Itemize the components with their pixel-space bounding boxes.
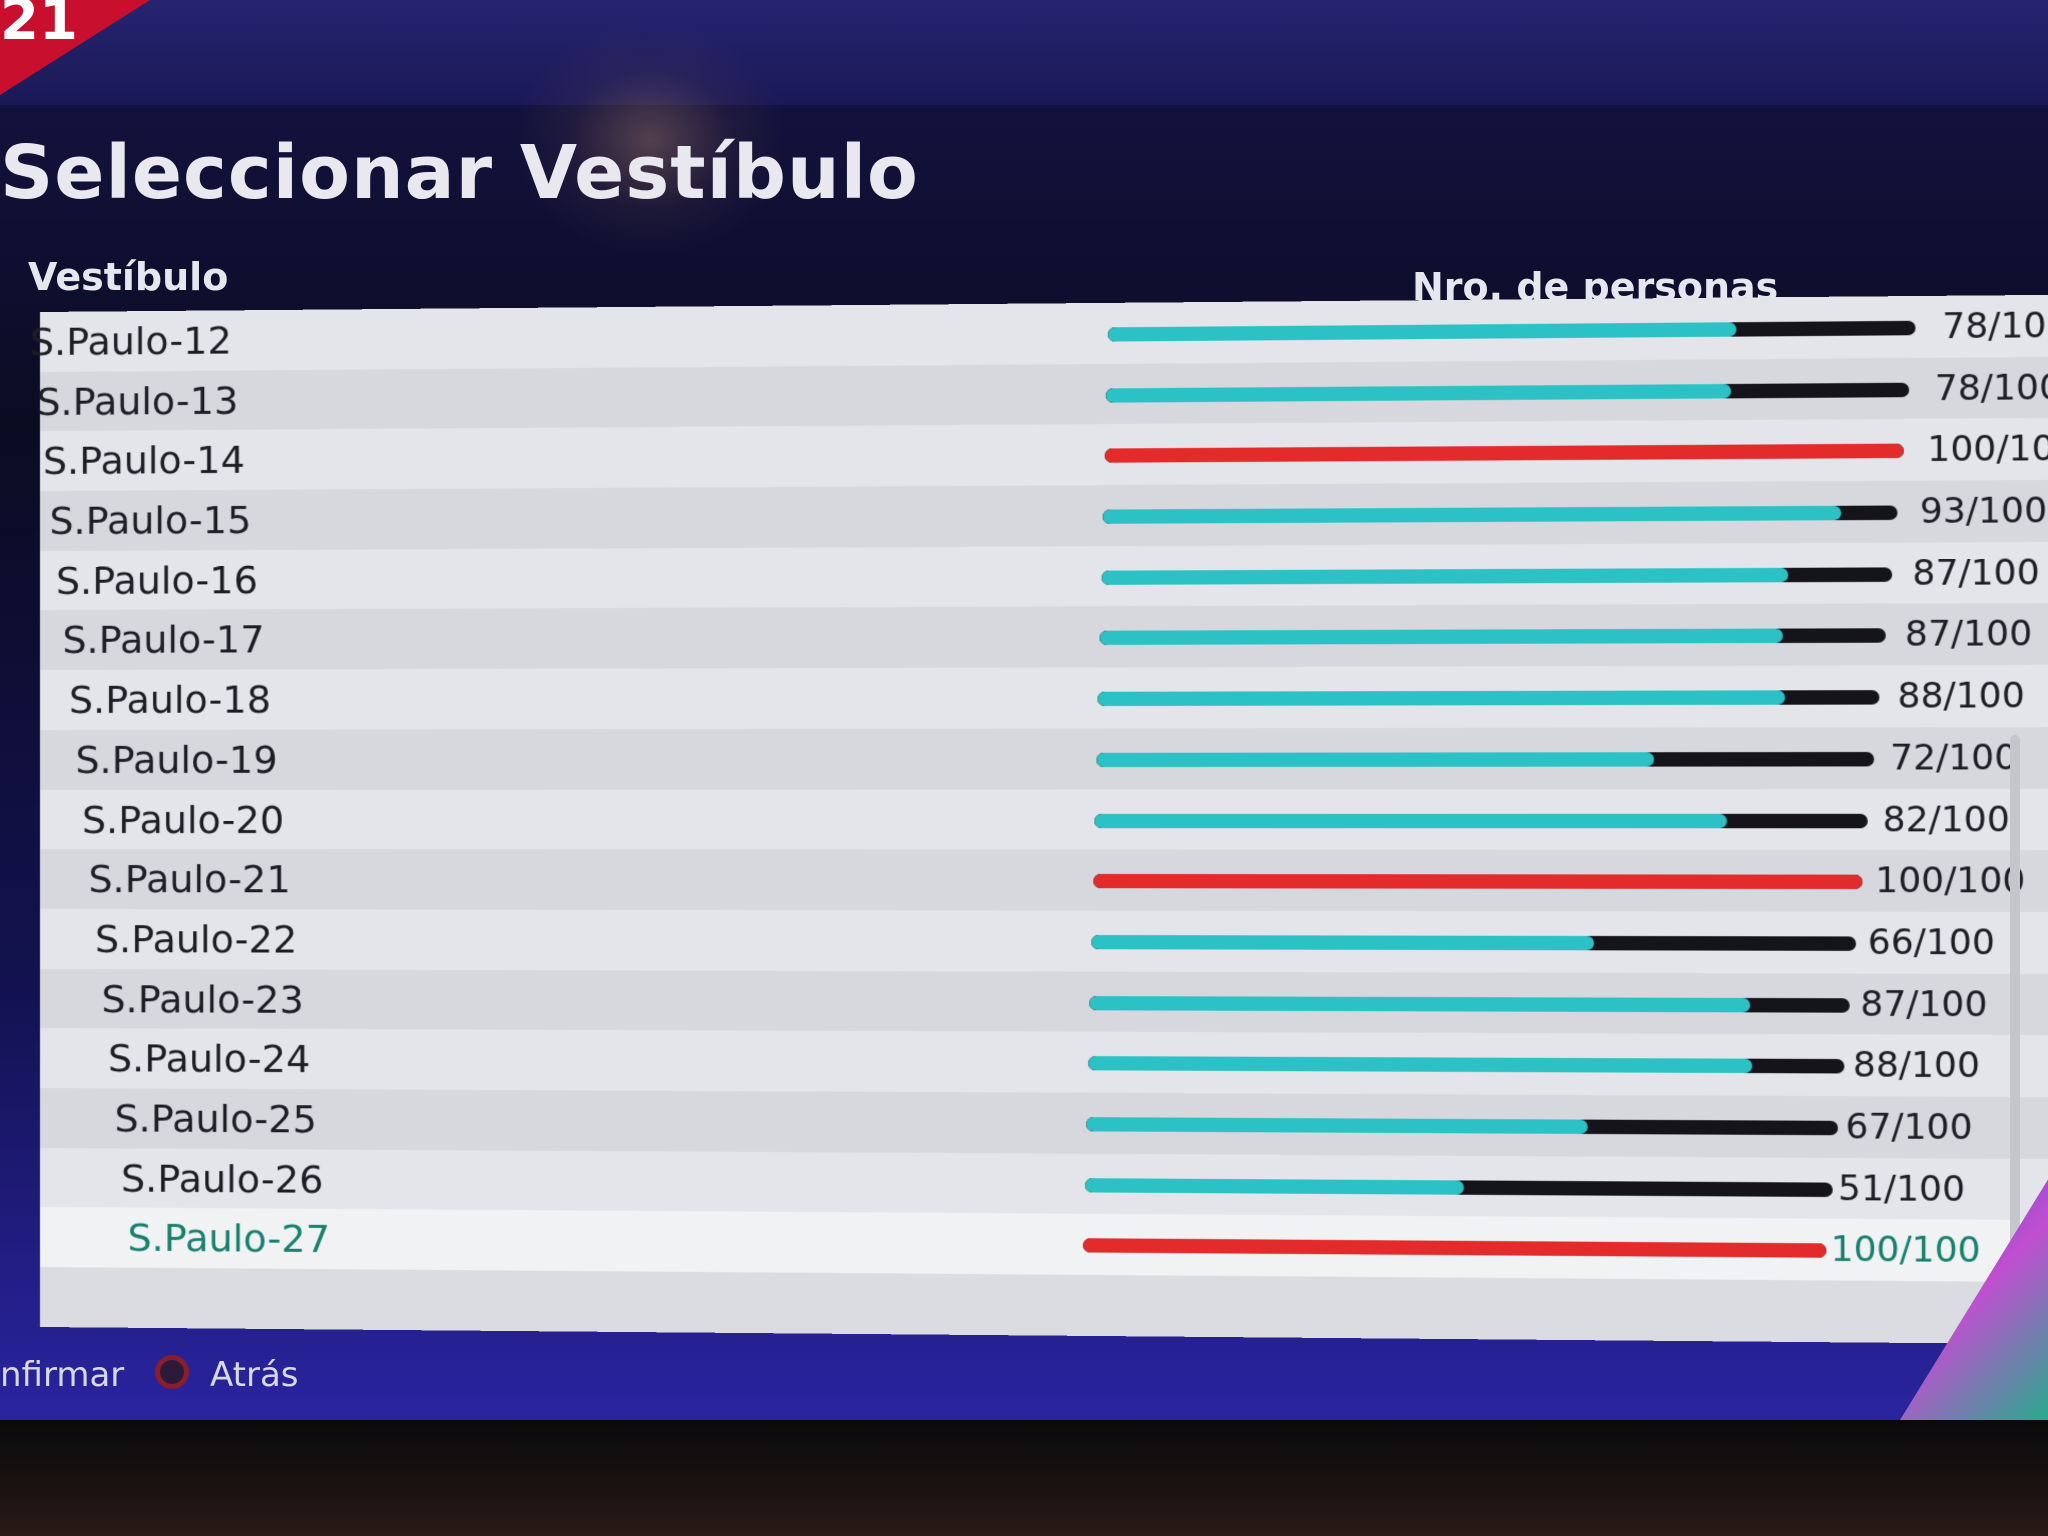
occupancy-count: 51/100 [1838, 1168, 1965, 1210]
tv-screen: 21 Seleccionar Vestíbulo Vestíbulo Nro. … [0, 0, 2048, 1420]
occupancy-bar [1106, 382, 1909, 402]
occupancy-bar-fill [1090, 996, 1751, 1012]
occupancy-count: 78/100 [1935, 367, 2048, 409]
lobby-name: S.Paulo-12 [30, 318, 232, 364]
lobby-name: S.Paulo-13 [37, 378, 239, 423]
occupancy-bar-fill [1100, 629, 1783, 645]
lobby-row[interactable]: S.Paulo-22 66/100 [40, 909, 2048, 974]
occupancy-bar [1088, 1056, 1844, 1073]
occupancy-count: 100/100 [1831, 1229, 1981, 1271]
back-hint[interactable]: Atrás [210, 1355, 299, 1395]
occupancy-bar-fill [1088, 1056, 1752, 1073]
lobby-row[interactable]: S.Paulo-24 88/100 [40, 1028, 2048, 1097]
occupancy-bar-fill [1093, 874, 1862, 889]
occupancy-bar [1085, 1178, 1833, 1197]
occupancy-bar [1090, 996, 1851, 1013]
occupancy-bar [1108, 321, 1916, 342]
lobby-name: S.Paulo-25 [115, 1096, 317, 1141]
occupancy-bar-fill [1108, 322, 1736, 341]
lobby-name: S.Paulo-14 [43, 438, 245, 483]
lobby-name: S.Paulo-22 [95, 917, 297, 962]
occupancy-count: 88/100 [1853, 1045, 1980, 1087]
occupancy-bar-fill [1085, 1178, 1464, 1195]
lobby-name: S.Paulo-24 [108, 1036, 310, 1081]
occupancy-count: 87/100 [1912, 552, 2039, 594]
occupancy-count: 100/100 [1875, 860, 2025, 901]
tv-bezel [0, 1420, 2048, 1536]
occupancy-bar [1093, 874, 1862, 889]
occupancy-count: 78/100 [1942, 305, 2048, 347]
occupancy-count: 87/100 [1905, 614, 2032, 656]
occupancy-bar [1096, 752, 1874, 767]
lobby-row[interactable]: S.Paulo-23 87/100 [40, 969, 2048, 1036]
occupancy-bar-fill [1106, 384, 1731, 403]
lobby-row[interactable]: S.Paulo-27 100/100 [40, 1207, 2048, 1282]
lobby-name: S.Paulo-18 [69, 678, 271, 723]
occupancy-count: 82/100 [1883, 799, 2010, 840]
occupancy-bar-fill [1098, 690, 1785, 706]
column-header-lobby: Vestíbulo [28, 255, 228, 299]
lobby-row[interactable]: S.Paulo-17 87/100 [40, 603, 2048, 670]
occupancy-bar-fill [1096, 752, 1654, 767]
lobby-row[interactable]: S.Paulo-20 82/100 [40, 788, 2048, 850]
lobby-name: S.Paulo-27 [128, 1216, 330, 1262]
lobby-name: S.Paulo-19 [75, 737, 277, 781]
lobby-row[interactable]: S.Paulo-14 100/100 [40, 418, 2048, 491]
lobby-name: S.Paulo-23 [102, 977, 304, 1022]
circle-button-icon [155, 1355, 189, 1389]
occupancy-bar-fill [1091, 935, 1594, 950]
occupancy-count: 88/100 [1897, 675, 2024, 717]
occupancy-count: 66/100 [1868, 922, 1995, 964]
occupancy-count: 72/100 [1890, 737, 2017, 778]
confirm-hint[interactable]: nfirmar [0, 1355, 124, 1395]
occupancy-bar-fill [1083, 1239, 1826, 1259]
occupancy-bar [1100, 629, 1886, 646]
occupancy-count: 93/100 [1920, 490, 2047, 532]
occupancy-bar-fill [1101, 568, 1788, 585]
lobby-row[interactable]: S.Paulo-18 88/100 [40, 665, 2048, 730]
occupancy-bar-fill [1104, 444, 1903, 463]
occupancy-bar [1103, 506, 1898, 524]
lobby-row[interactable]: S.Paulo-15 93/100 [40, 480, 2048, 551]
lobby-name: S.Paulo-20 [82, 797, 284, 841]
scrollbar[interactable] [2010, 735, 2020, 1265]
occupancy-bar-fill [1095, 813, 1728, 827]
occupancy-count: 87/100 [1860, 983, 1987, 1025]
lobby-row[interactable]: S.Paulo-25 67/100 [40, 1088, 2048, 1159]
occupancy-bar [1098, 690, 1880, 706]
lobby-name: S.Paulo-15 [49, 498, 251, 543]
occupancy-bar [1086, 1117, 1838, 1135]
occupancy-bar [1095, 813, 1868, 827]
occupancy-count: 67/100 [1845, 1106, 1972, 1148]
occupancy-bar-fill [1086, 1117, 1588, 1134]
occupancy-bar-fill [1103, 506, 1842, 524]
page-title: Seleccionar Vestíbulo [0, 130, 919, 216]
lobby-name: S.Paulo-16 [56, 558, 258, 603]
lobby-row[interactable]: S.Paulo-21 100/100 [40, 849, 2048, 912]
lobby-row[interactable]: S.Paulo-16 87/100 [40, 542, 2048, 611]
lobby-name: S.Paulo-17 [62, 618, 264, 663]
corner-badge: 21 [0, 0, 78, 53]
top-band [0, 0, 2048, 105]
occupancy-bar [1083, 1239, 1826, 1259]
lobby-list: S.Paulo-12 78/100 S.Paulo-13 78/100 S.Paulo-… [40, 295, 2048, 1345]
occupancy-count: 100/100 [1927, 428, 2048, 470]
occupancy-bar [1101, 567, 1892, 584]
occupancy-bar [1091, 935, 1856, 951]
lobby-name: S.Paulo-21 [88, 857, 290, 901]
lobby-row[interactable]: S.Paulo-19 72/100 [40, 727, 2048, 790]
occupancy-bar [1104, 444, 1903, 463]
lobby-name: S.Paulo-26 [121, 1156, 323, 1201]
